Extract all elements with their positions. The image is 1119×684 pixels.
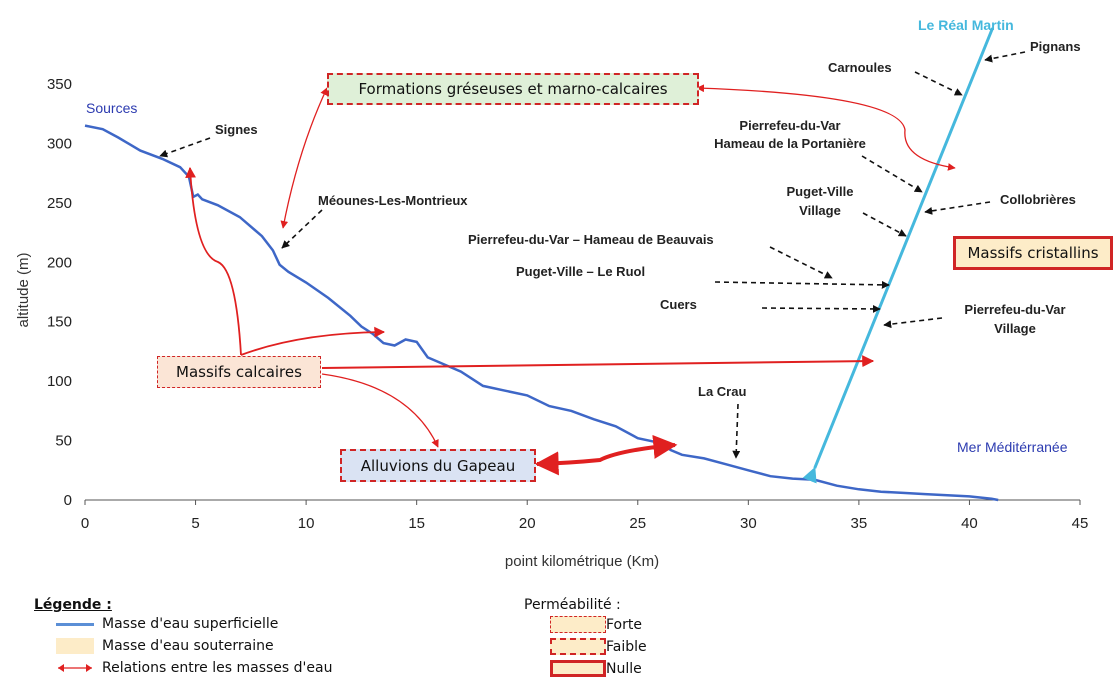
swatch-faible — [550, 638, 606, 655]
legend-label: Forte — [606, 616, 642, 633]
place-label: Collobrières — [1000, 192, 1076, 207]
legend-item-groundwater: Masse d'eau souterraine — [56, 638, 274, 654]
legend-fill-swatch — [56, 638, 94, 654]
place-label: Village — [994, 321, 1036, 336]
permeability-title: Perméabilité : — [524, 597, 621, 613]
place-label: La Crau — [698, 384, 746, 399]
permeability-nulle: Nulle — [550, 660, 642, 677]
place-label: Carnoules — [828, 60, 892, 75]
y-tick-label: 200 — [47, 254, 72, 271]
x-tick-label: 10 — [298, 515, 315, 532]
box-massifs-cristallins: Massifs cristallins — [953, 236, 1113, 270]
place-label: Pierrefeu-du-Var — [964, 302, 1065, 317]
y-tick-label: 100 — [47, 373, 72, 390]
sources-label: Sources — [86, 100, 137, 116]
mer-label: Mer Méditérranée — [957, 439, 1068, 455]
x-tick-label: 35 — [851, 515, 868, 532]
x-tick-label: 0 — [81, 515, 89, 532]
legend-title: Légende : — [34, 597, 112, 613]
y-tick-label: 50 — [55, 433, 72, 450]
y-tick-label: 300 — [47, 135, 72, 152]
place-label: Cuers — [660, 297, 697, 312]
box-formations-greseuses: Formations gréseuses et marno-calcaires — [327, 73, 699, 105]
y-tick-label: 350 — [47, 76, 72, 93]
x-tick-label: 15 — [408, 515, 425, 532]
swatch-forte — [550, 616, 606, 633]
x-tick-label: 30 — [740, 515, 757, 532]
swatch-nulle — [550, 660, 606, 677]
legend-label: Relations entre les masses d'eau — [102, 660, 333, 676]
x-tick-label: 5 — [191, 515, 199, 532]
real-martin-line — [802, 27, 994, 484]
box-massifs-calcaires: Massifs calcaires — [157, 356, 321, 388]
place-label: Puget-Ville — [787, 184, 854, 199]
legend-arrow-swatch — [58, 664, 92, 672]
permeability-title-text: Perméabilité : — [524, 597, 621, 613]
legend-label: Faible — [606, 638, 647, 655]
legend-line-swatch — [56, 622, 94, 626]
y-tick-label: 0 — [64, 492, 72, 509]
place-label: Village — [799, 203, 841, 218]
x-tick-label: 25 — [629, 515, 646, 532]
x-axis-title: point kilométrique (Km) — [505, 553, 659, 570]
real-martin-label: Le Réal Martin — [918, 17, 1014, 33]
permeability-faible: Faible — [550, 638, 647, 655]
legend-item-surface: Masse d'eau superficielle — [56, 616, 278, 632]
legend-title-text: Légende : — [34, 597, 112, 613]
y-tick-label: 150 — [47, 314, 72, 331]
legend-item-relations: Relations entre les masses d'eau — [56, 660, 332, 676]
legend-label: Masse d'eau superficielle — [102, 616, 279, 632]
y-tick-label: 250 — [47, 195, 72, 212]
place-label: Pignans — [1030, 39, 1081, 54]
place-label: Pierrefeu-du-Var – Hameau de Beauvais — [468, 232, 714, 247]
x-tick-label: 40 — [961, 515, 978, 532]
relation-arrows — [185, 84, 956, 476]
x-tick-label: 20 — [519, 515, 536, 532]
x-tick-label: 45 — [1072, 515, 1089, 532]
place-label: Signes — [215, 122, 258, 137]
y-axis-title: altitude (m) — [15, 252, 32, 327]
legend-label: Nulle — [606, 660, 642, 677]
place-label: Méounes-Les-Montrieux — [318, 193, 468, 208]
place-label: Puget-Ville – Le Ruol — [516, 264, 645, 279]
permeability-forte: Forte — [550, 616, 642, 633]
box-alluvions-gapeau: Alluvions du Gapeau — [340, 449, 536, 482]
legend-label: Masse d'eau souterraine — [102, 638, 274, 654]
